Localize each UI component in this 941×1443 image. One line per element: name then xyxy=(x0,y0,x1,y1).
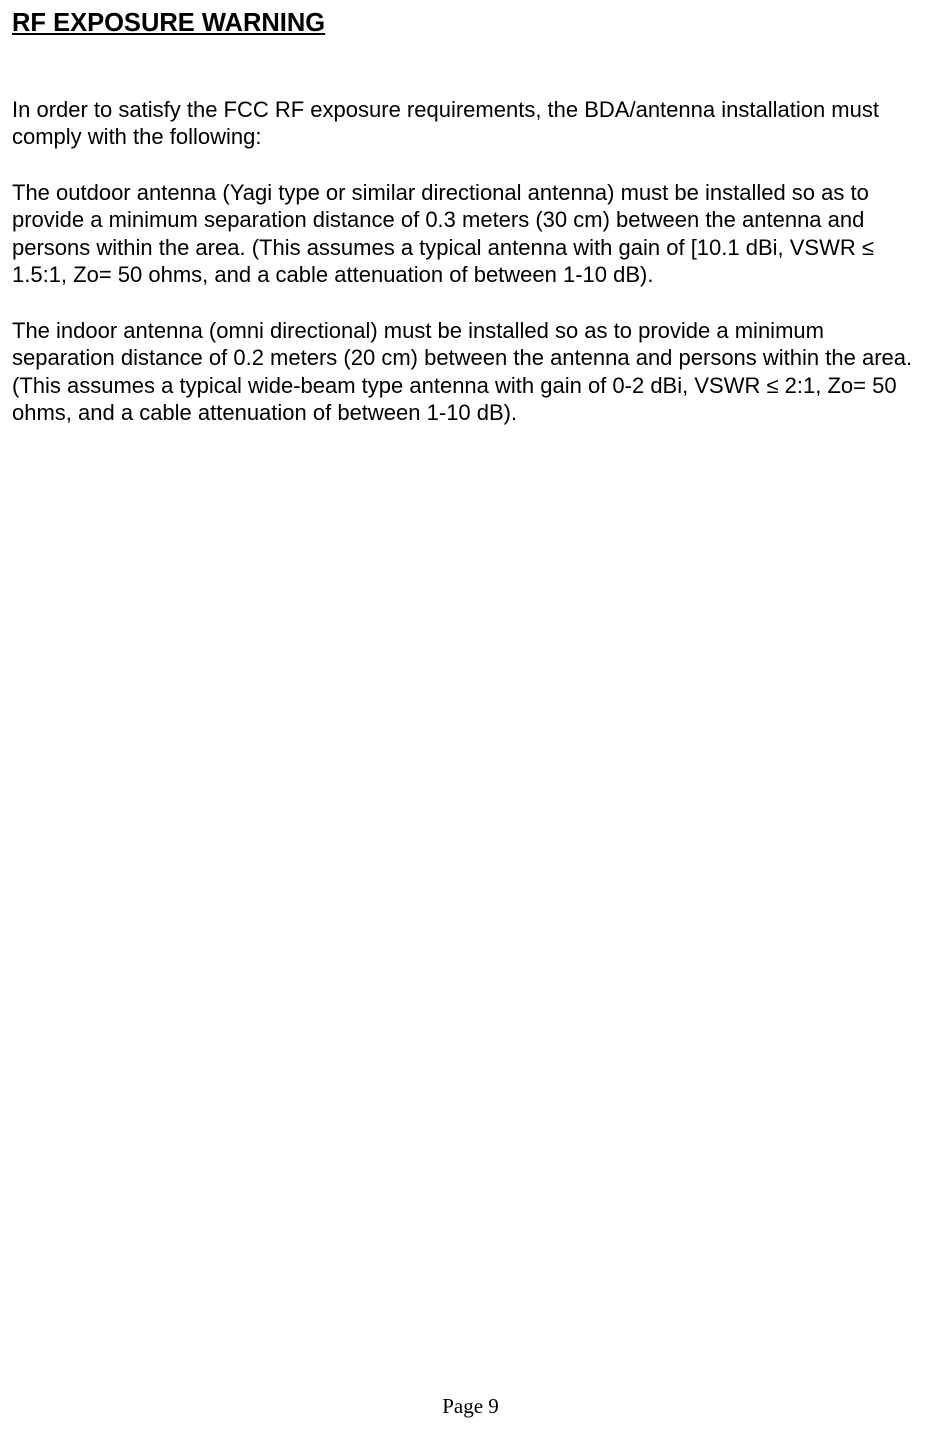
indoor-antenna-paragraph: The indoor antenna (omni directional) mu… xyxy=(12,317,929,427)
document-page: RF EXPOSURE WARNING In order to satisfy … xyxy=(0,0,941,1443)
intro-paragraph: In order to satisfy the FCC RF exposure … xyxy=(12,96,929,151)
outdoor-antenna-paragraph: The outdoor antenna (Yagi type or simila… xyxy=(12,179,929,289)
section-heading: RF EXPOSURE WARNING xyxy=(12,8,929,40)
page-number: Page 9 xyxy=(0,1394,941,1419)
